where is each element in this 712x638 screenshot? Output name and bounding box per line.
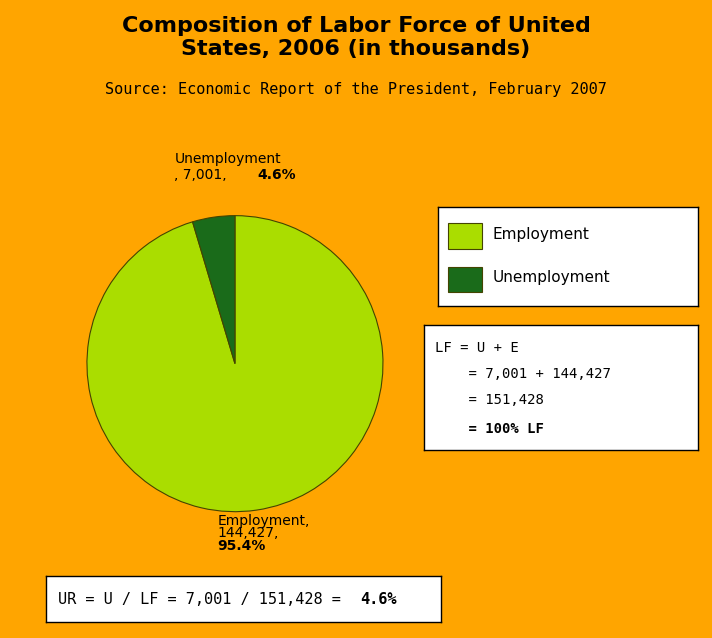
Text: = 7,001 + 144,427: = 7,001 + 144,427: [434, 367, 610, 381]
Bar: [449, 223, 482, 249]
Text: 144,427,: 144,427,: [217, 526, 278, 540]
Bar: [449, 267, 482, 292]
Text: LF = U + E: LF = U + E: [434, 341, 518, 355]
Wedge shape: [87, 216, 383, 512]
Text: Composition of Labor Force of United
States, 2006 (in thousands): Composition of Labor Force of United Sta…: [122, 16, 590, 59]
Text: Employment: Employment: [493, 226, 590, 242]
Wedge shape: [192, 216, 235, 364]
Text: , 7,001,: , 7,001,: [174, 168, 231, 182]
Text: Unemployment: Unemployment: [174, 152, 281, 166]
Text: Source: Economic Report of the President, February 2007: Source: Economic Report of the President…: [105, 82, 607, 97]
Text: Employment,: Employment,: [217, 514, 310, 528]
Text: 4.6%: 4.6%: [360, 591, 397, 607]
Text: Unemployment: Unemployment: [493, 270, 610, 285]
Text: = 151,428: = 151,428: [434, 393, 543, 407]
Text: = 100% LF: = 100% LF: [434, 422, 543, 436]
Text: UR = U / LF = 7,001 / 151,428 =: UR = U / LF = 7,001 / 151,428 =: [58, 591, 350, 607]
Text: 4.6%: 4.6%: [258, 168, 296, 182]
Text: 95.4%: 95.4%: [217, 539, 266, 553]
